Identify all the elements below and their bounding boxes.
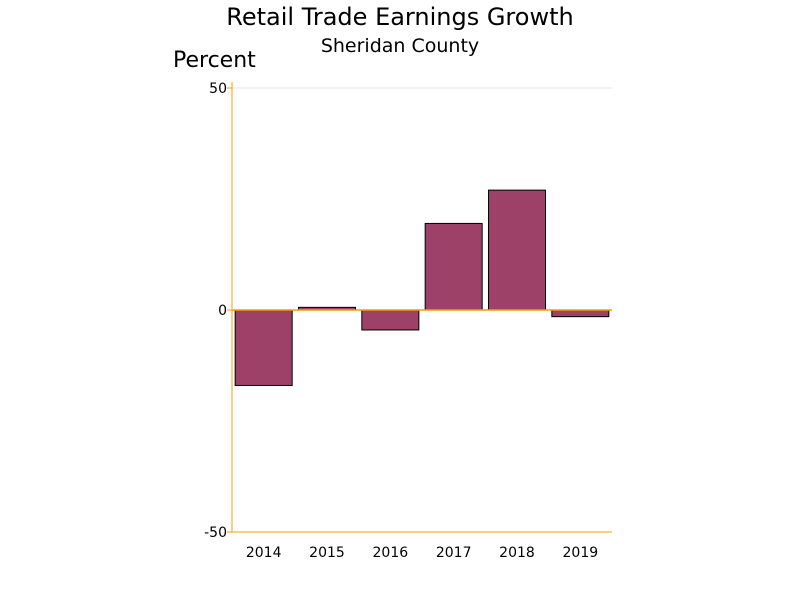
chart-subtitle: Sheridan County — [321, 35, 479, 57]
y-tick-label: 0 — [218, 303, 227, 319]
x-tick-label: 2018 — [499, 545, 535, 561]
bar-2017 — [424, 222, 483, 311]
x-tick-label: 2016 — [373, 545, 409, 561]
x-tick-label: 2015 — [309, 545, 345, 561]
bar-2014 — [234, 309, 293, 386]
y-tick-label: -50 — [204, 525, 227, 541]
bar-2019 — [551, 309, 610, 318]
chart-title: Retail Trade Earnings Growth — [226, 3, 573, 31]
x-ticks: 2014 2015 2016 2017 2018 2019 — [246, 545, 598, 561]
x-tick-label: 2019 — [563, 545, 599, 561]
x-tick-label: 2014 — [246, 545, 282, 561]
bar-2018 — [488, 189, 546, 311]
y-ticks: -50 0 50 — [204, 81, 232, 541]
axes — [231, 82, 612, 533]
bar-2016 — [361, 309, 420, 331]
x-tick-label: 2017 — [436, 545, 472, 561]
bars — [234, 189, 610, 386]
y-axis-label: Percent — [173, 48, 256, 73]
y-tick-label: 50 — [209, 81, 227, 97]
